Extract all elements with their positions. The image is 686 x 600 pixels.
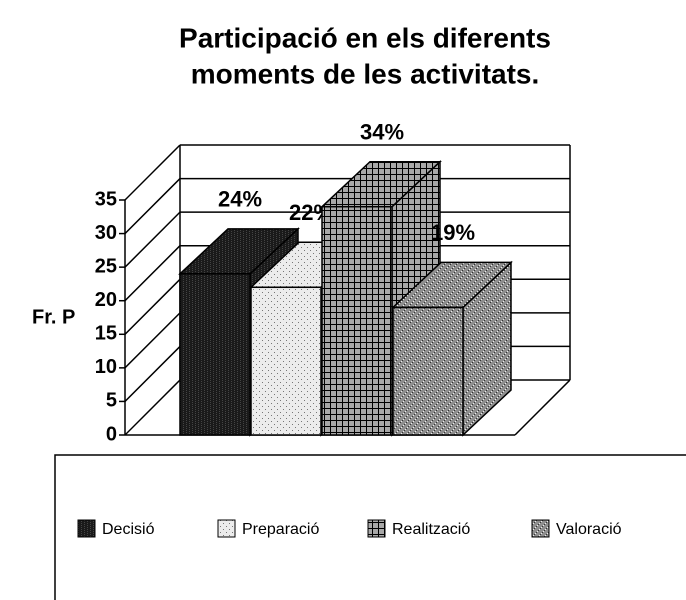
y-tick-label: 20 xyxy=(95,289,117,311)
bar xyxy=(321,205,393,436)
chart-title: Participació en els diferents xyxy=(179,22,551,53)
chart-title: moments de les activitats. xyxy=(191,58,540,89)
grid-line xyxy=(124,178,181,235)
grid-line xyxy=(124,245,181,302)
y-tick-label: 0 xyxy=(106,423,117,445)
y-tick-label: 35 xyxy=(95,188,117,210)
grid-line xyxy=(124,144,181,201)
legend-swatch xyxy=(77,519,96,538)
grid-line xyxy=(124,345,181,402)
legend-label: Realització xyxy=(392,521,470,538)
legend-swatch xyxy=(531,519,550,538)
legend-label: Preparació xyxy=(242,521,319,538)
floor-edge xyxy=(514,379,571,436)
bar xyxy=(250,286,322,436)
y-tick-label: 5 xyxy=(106,390,117,412)
y-tick-label: 30 xyxy=(95,222,117,244)
value-label: 34% xyxy=(360,120,404,145)
y-tick-label: 25 xyxy=(95,255,117,277)
y-tick-label: 15 xyxy=(95,323,117,345)
y-axis-label: Fr. P xyxy=(32,306,75,328)
grid-line xyxy=(124,211,181,268)
grid-line xyxy=(124,379,181,436)
y-tick-label: 10 xyxy=(95,356,117,378)
bar xyxy=(392,306,464,436)
grid-line xyxy=(124,278,181,335)
legend-label: Decisió xyxy=(102,521,155,538)
value-label: 24% xyxy=(218,187,262,212)
legend-swatch xyxy=(217,519,236,538)
legend-swatch xyxy=(367,519,386,538)
value-label: 19% xyxy=(431,220,475,245)
legend-box xyxy=(54,454,686,600)
bar xyxy=(179,273,251,436)
grid-line xyxy=(124,312,181,369)
legend-label: Valoració xyxy=(556,521,622,538)
